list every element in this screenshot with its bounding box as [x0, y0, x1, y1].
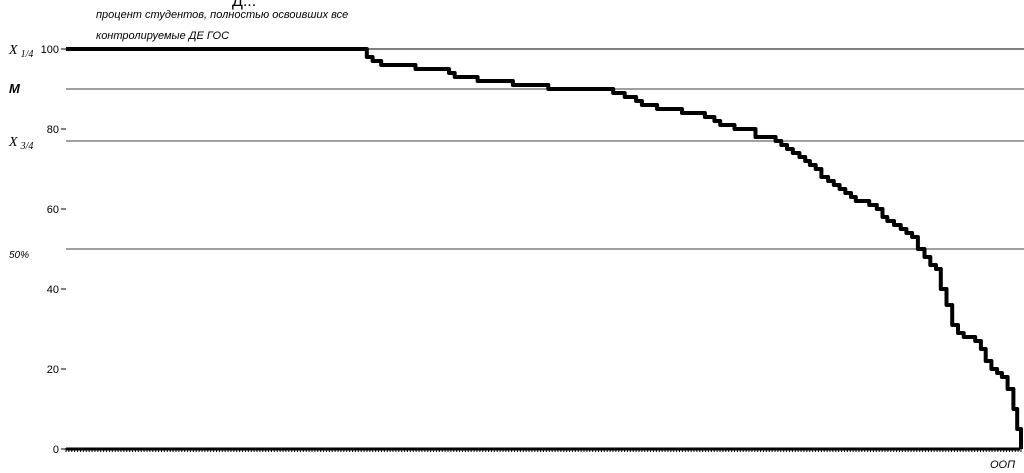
y-tick-label: 40 [47, 284, 59, 296]
reference-labels: X 1/4 M X 3/4 50% [8, 43, 33, 261]
reference-label-x-3-4: X 3/4 [8, 135, 33, 152]
reference-label-50-percent: 50% [9, 250, 29, 261]
header-fragment: Д... [232, 0, 256, 10]
xlabel: ООП [990, 459, 1015, 471]
reference-label-x-1-4: X 1/4 [8, 43, 33, 60]
ylabel-line-1: процент студентов, полностью освоивших в… [96, 9, 348, 21]
y-tick-label: 100 [41, 44, 59, 56]
y-tick-label: 80 [47, 124, 59, 136]
y-axis-ticks: 0 20 40 60 80 100 [41, 44, 66, 456]
y-tick-label: 60 [47, 204, 59, 216]
reference-lines [66, 48, 1024, 250]
y-tick-label: 0 [53, 444, 59, 456]
ylabel-line-2: контролируемые ДЕ ГОС [96, 30, 229, 42]
x-axis-ticks [65, 448, 1022, 452]
reference-label-m: M [9, 81, 21, 96]
y-tick-label: 20 [47, 364, 59, 376]
series-line [66, 47, 1023, 449]
